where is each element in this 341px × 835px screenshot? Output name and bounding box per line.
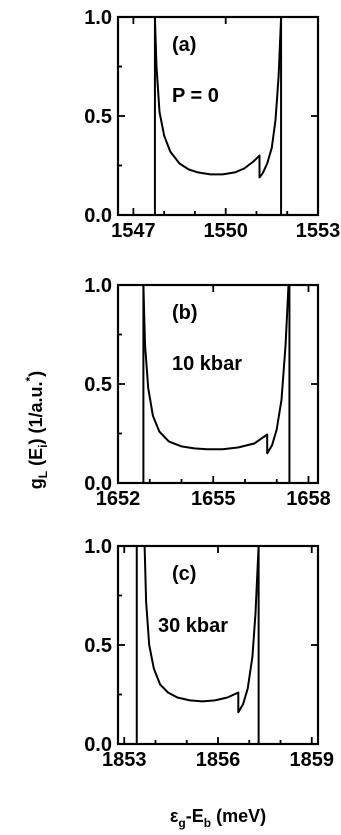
x-axis-title-mid: -E — [186, 806, 204, 826]
x-tick-label: 1547 — [111, 220, 156, 242]
y-axis-title: gL (Ei) (1/a.u.*) — [23, 371, 50, 489]
y-tick-label: 1.0 — [84, 7, 112, 29]
panel-label: (c) — [172, 563, 196, 585]
panel-3: 1853 1856 1859 0.0 0.5 1.0 (c) 30 kbar — [84, 536, 334, 771]
y-tick-label: 0.5 — [84, 106, 112, 128]
density-curve — [142, 284, 290, 455]
panel-annotation: 10 kbar — [172, 353, 242, 375]
y-tick-label: 1.0 — [84, 275, 112, 297]
y-tick-label: 0.5 — [84, 635, 112, 657]
y-tick-label: 0.0 — [84, 205, 112, 227]
y-axis-title-end: ) (1/a.u. — [26, 381, 46, 444]
density-curve — [153, 16, 283, 179]
density-curve — [143, 545, 260, 714]
x-axis-title-sub2: b — [204, 816, 211, 830]
panel-label: (b) — [172, 302, 198, 324]
x-tick-label: 1652 — [96, 488, 141, 510]
y-axis-title-close: ) — [26, 371, 46, 377]
plot-frame — [116, 544, 320, 746]
x-tick-label: 1658 — [286, 488, 331, 510]
panel-annotation: 30 kbar — [158, 615, 228, 637]
y-tick-label: 1.0 — [84, 536, 112, 558]
panel-annotation: P = 0 — [172, 85, 219, 107]
x-tick-label: 1553 — [296, 220, 341, 242]
panel-1: 1547 1550 1553 0.0 0.5 1.0 (a) P = 0 — [84, 7, 340, 242]
x-axis-title-main: ε — [170, 806, 179, 826]
y-axis-title-sup: * — [23, 376, 37, 381]
panel-label: (a) — [172, 34, 196, 56]
x-tick-label: 1859 — [290, 749, 335, 771]
y-tick-label: 0.0 — [84, 734, 112, 756]
y-axis-title-mid: (E — [26, 448, 46, 471]
x-tick-label: 1853 — [102, 749, 147, 771]
x-tick-label: 1655 — [191, 488, 236, 510]
x-axis-title-end: (meV) — [211, 806, 266, 826]
x-axis-title: εg-Eb (meV) — [170, 806, 266, 830]
y-tick-label: 0.0 — [84, 473, 112, 495]
panel-2: 1652 1655 1658 0.0 0.5 1.0 (b) 10 kbar — [84, 275, 331, 510]
plot-frame — [116, 15, 320, 217]
y-axis-title-sub2: i — [36, 444, 50, 447]
y-axis-title-sub1: L — [36, 471, 50, 478]
y-axis-title-main: g — [26, 478, 46, 489]
x-tick-label: 1856 — [196, 749, 241, 771]
x-tick-label: 1550 — [203, 220, 248, 242]
x-axis-title-sub1: g — [178, 816, 185, 830]
y-tick-label: 0.5 — [84, 374, 112, 396]
